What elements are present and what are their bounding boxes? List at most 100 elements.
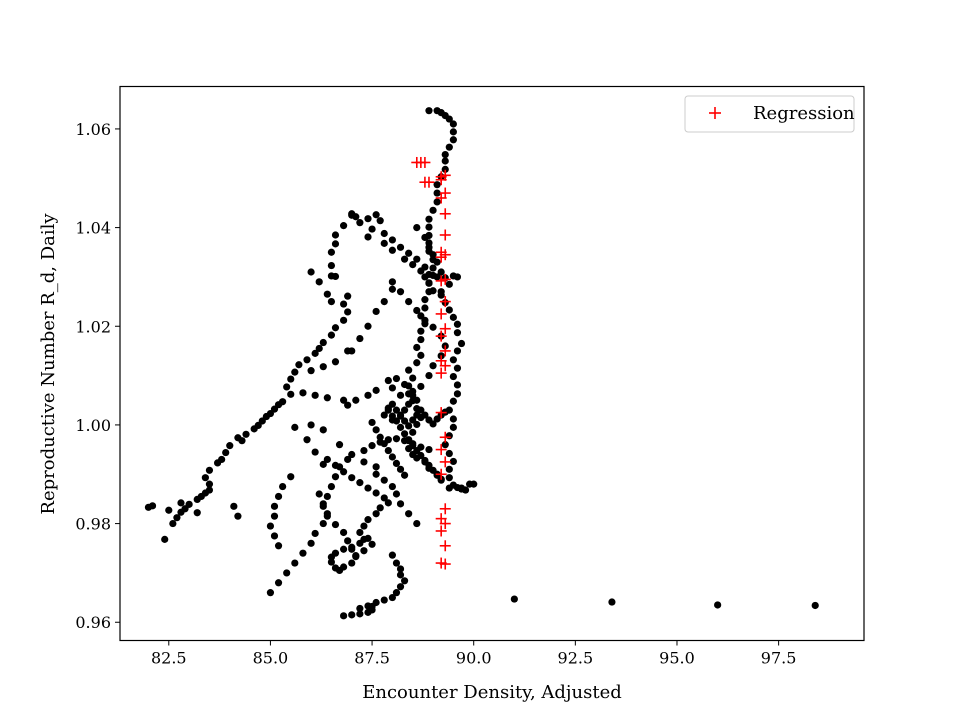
data-point [449, 457, 457, 466]
data-point [360, 446, 368, 455]
data-point [453, 273, 462, 281]
data-point [405, 422, 413, 430]
data-point [356, 334, 364, 343]
data-point [608, 598, 616, 606]
data-point [315, 278, 323, 286]
regression-point [435, 468, 447, 480]
data-point [392, 417, 401, 425]
data-point [327, 558, 336, 566]
data-point [445, 484, 453, 492]
data-point [405, 297, 413, 306]
data-point [425, 107, 433, 115]
data-point [396, 465, 405, 473]
data-point [303, 436, 311, 444]
data-point [429, 420, 437, 428]
data-point [335, 463, 344, 471]
data-point [270, 532, 279, 540]
data-point [409, 428, 417, 436]
data-point [356, 610, 364, 618]
data-point [449, 128, 457, 136]
data-point [453, 390, 462, 398]
data-point [470, 480, 478, 488]
data-point [409, 374, 417, 382]
data-point [169, 519, 177, 528]
data-point [380, 494, 388, 502]
data-point [449, 120, 457, 128]
data-point [396, 288, 405, 296]
data-point [388, 453, 396, 461]
data-point [376, 438, 384, 446]
data-point [165, 506, 173, 514]
data-point [266, 589, 275, 597]
data-point [421, 304, 429, 312]
x-tick-label: 87.5 [354, 649, 390, 668]
data-point [344, 537, 352, 545]
data-point [409, 416, 417, 424]
data-point [384, 446, 392, 455]
regression-point [439, 345, 451, 357]
data-point [437, 268, 445, 276]
data-point [295, 361, 303, 369]
data-point [319, 502, 327, 510]
data-point [380, 229, 388, 238]
data-point [449, 423, 457, 431]
data-point [356, 528, 364, 537]
data-point [287, 473, 295, 481]
data-point [352, 213, 360, 221]
data-point [311, 448, 319, 456]
data-point [388, 593, 396, 602]
data-point [405, 400, 413, 408]
regression-point [435, 444, 447, 456]
data-point [283, 383, 291, 391]
data-point [417, 335, 425, 344]
data-point [396, 571, 405, 579]
regression-point [439, 229, 451, 241]
data-point [388, 551, 396, 559]
y-tick-label: 0.96 [75, 613, 111, 632]
regression-point [439, 558, 451, 570]
data-point [283, 569, 291, 577]
data-point [307, 421, 315, 429]
data-point [279, 482, 287, 491]
data-point [384, 376, 392, 385]
data-point [429, 251, 437, 259]
y-tick-label: 1.00 [75, 416, 111, 435]
series-regression [411, 156, 451, 570]
data-point [311, 391, 319, 399]
data-point [445, 449, 453, 458]
data-point [287, 375, 295, 383]
data-point [421, 296, 429, 304]
data-point [441, 157, 449, 165]
data-point [400, 255, 409, 263]
regression-point [435, 308, 447, 320]
data-point [274, 492, 283, 501]
data-point [161, 535, 169, 543]
data-point [185, 500, 193, 508]
x-axis-label: Encounter Density, Adjusted [362, 682, 622, 703]
regression-point [435, 367, 447, 379]
data-point [425, 461, 433, 469]
data-point [417, 327, 425, 335]
data-point [348, 543, 356, 551]
data-point [234, 512, 242, 520]
regression-point [439, 540, 451, 552]
data-point [291, 559, 299, 567]
data-point [222, 448, 230, 457]
data-point [421, 233, 429, 242]
data-point [327, 272, 336, 280]
regression-point [439, 296, 451, 308]
data-point [425, 215, 433, 223]
data-point [429, 466, 437, 474]
data-point [348, 611, 356, 619]
data-point [364, 215, 372, 223]
data-point [417, 382, 425, 391]
data-point [307, 367, 315, 375]
x-tick-label: 90.0 [456, 649, 492, 668]
data-point [413, 411, 421, 419]
data-point [425, 288, 433, 296]
data-point [453, 381, 462, 389]
regression-point [439, 456, 451, 468]
data-point [400, 437, 409, 445]
data-point [400, 577, 409, 585]
data-point [364, 484, 372, 492]
